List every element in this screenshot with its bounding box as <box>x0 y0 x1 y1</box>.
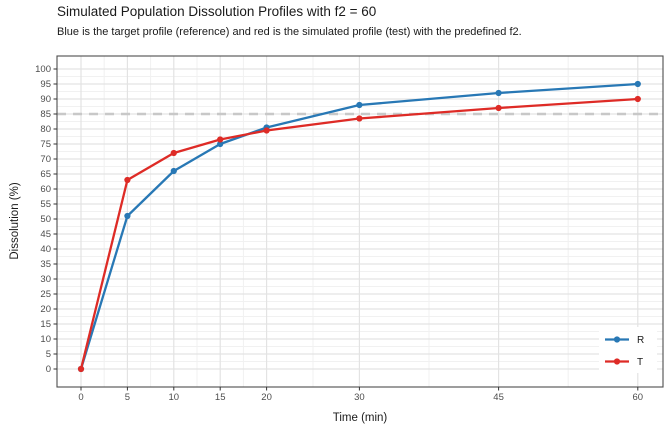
y-tick-label: 55 <box>40 199 51 210</box>
y-tick-label: 95 <box>40 79 51 90</box>
y-tick-label: 20 <box>40 304 51 315</box>
chart-subtitle: Blue is the target profile (reference) a… <box>57 26 522 38</box>
x-tick-label: 15 <box>215 392 226 403</box>
data-point-R <box>124 212 131 220</box>
series-line-T <box>79 97 639 371</box>
x-tick-label: 45 <box>493 392 504 403</box>
x-tick-label: 60 <box>633 392 644 403</box>
y-tick-label: 85 <box>40 109 51 120</box>
x-tick-label: 20 <box>261 392 272 403</box>
y-tick-label: 40 <box>40 244 51 255</box>
x-axis-label: Time (min) <box>332 412 388 424</box>
data-point-T <box>217 136 224 143</box>
y-axis-label: Dissolution (%) <box>9 182 21 260</box>
data-point-T <box>356 115 363 122</box>
legend-background <box>599 327 657 373</box>
legend-label-R: R <box>637 335 644 346</box>
x-tick-label: 10 <box>169 392 180 403</box>
data-point-R <box>217 140 224 148</box>
legend-key-point-R <box>613 336 621 343</box>
y-tick-label: 25 <box>40 289 51 300</box>
data-point-T <box>263 127 270 134</box>
data-point-T <box>495 104 502 112</box>
y-tick-label: 15 <box>40 319 51 330</box>
panel-border <box>56 55 664 388</box>
data-point-R <box>495 89 502 97</box>
legend-label-T: T <box>637 357 643 368</box>
x-tick-label: 30 <box>354 392 365 403</box>
y-tick-label: 45 <box>40 229 51 240</box>
y-tick-label: 50 <box>40 214 51 225</box>
data-point-T <box>77 365 85 373</box>
data-point-T <box>170 149 177 157</box>
y-tick-label: 90 <box>40 94 51 105</box>
y-tick-label: 70 <box>40 154 51 165</box>
x-tick-label: 5 <box>125 392 130 403</box>
chart-title: Simulated Population Dissolution Profile… <box>57 4 377 19</box>
y-tick-label: 35 <box>40 259 51 270</box>
y-tick-label: 75 <box>40 139 51 150</box>
y-tick-label: 30 <box>40 274 51 285</box>
data-point-R <box>356 101 363 109</box>
legend-key-point-T <box>613 358 621 365</box>
y-tick-label: 10 <box>40 334 51 345</box>
y-tick-label: 65 <box>40 169 51 180</box>
y-tick-label: 80 <box>40 124 51 135</box>
data-point-R <box>170 167 177 175</box>
y-tick-label: 5 <box>46 349 51 360</box>
data-point-T <box>124 176 131 184</box>
data-point-T <box>634 95 641 103</box>
y-tick-label: 60 <box>40 184 51 195</box>
y-tick-label: 100 <box>35 64 51 75</box>
x-tick-label: 0 <box>78 392 83 403</box>
y-tick-label: 0 <box>46 364 51 375</box>
data-point-R <box>634 80 641 88</box>
